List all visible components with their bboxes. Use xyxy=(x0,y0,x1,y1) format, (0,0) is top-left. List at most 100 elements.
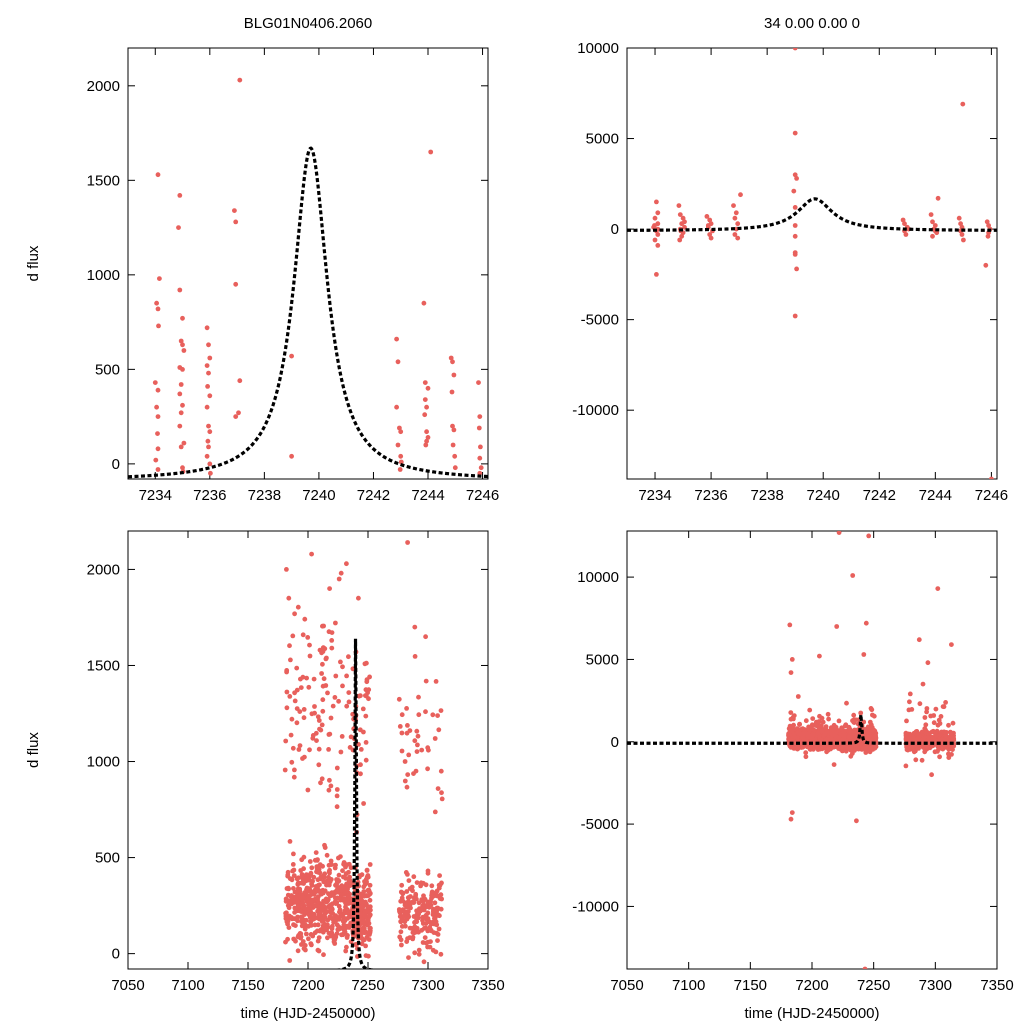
data-point xyxy=(309,883,315,888)
data-point xyxy=(336,698,341,704)
data-point xyxy=(842,744,847,750)
data-point xyxy=(337,909,342,915)
data-point xyxy=(803,718,809,724)
data-point xyxy=(423,678,429,684)
data-point xyxy=(836,531,842,535)
data-point xyxy=(290,862,296,867)
data-point xyxy=(920,736,926,742)
data-point xyxy=(405,540,410,545)
data-point xyxy=(317,862,323,868)
data-point xyxy=(314,738,319,743)
data-point xyxy=(950,720,956,726)
data-point xyxy=(284,689,290,695)
y-tick-label: 2000 xyxy=(87,78,120,95)
data-point xyxy=(432,809,438,815)
data-point xyxy=(340,897,346,902)
data-point xyxy=(326,787,332,793)
data-point xyxy=(430,712,436,718)
data-point xyxy=(419,747,425,753)
data-point xyxy=(295,888,301,894)
model-curve xyxy=(627,197,997,232)
data-point xyxy=(928,212,934,218)
data-point xyxy=(424,904,429,910)
data-point xyxy=(732,215,738,221)
data-point xyxy=(920,681,926,687)
data-point xyxy=(360,706,366,712)
data-point xyxy=(989,476,994,479)
data-point xyxy=(336,878,342,884)
data-point xyxy=(326,904,331,910)
data-point xyxy=(733,210,739,216)
data-point xyxy=(287,694,293,699)
data-point xyxy=(204,363,210,368)
data-point xyxy=(315,897,320,903)
data-point xyxy=(155,467,161,472)
data-point xyxy=(346,869,351,875)
data-point xyxy=(360,929,366,935)
data-point xyxy=(416,900,422,906)
data-point xyxy=(903,232,909,237)
data-point xyxy=(365,917,371,923)
data-point xyxy=(869,725,875,730)
data-point xyxy=(333,620,338,626)
data-point xyxy=(677,237,683,243)
data-point xyxy=(680,215,686,221)
data-point xyxy=(292,767,297,773)
data-point xyxy=(806,734,812,739)
data-point xyxy=(344,703,350,709)
data-point xyxy=(406,955,411,960)
data-point xyxy=(906,736,912,741)
data-point xyxy=(283,738,289,744)
data-point xyxy=(313,850,319,855)
data-point xyxy=(336,887,341,893)
data-point xyxy=(787,622,793,628)
data-point xyxy=(900,217,906,223)
data-point xyxy=(818,737,824,743)
data-point xyxy=(414,908,419,914)
data-point xyxy=(439,790,444,796)
data-point xyxy=(178,338,184,344)
data-point xyxy=(422,935,428,940)
data-point xyxy=(343,876,349,881)
data-point xyxy=(300,939,306,944)
data-point xyxy=(831,728,837,733)
data-point xyxy=(365,873,371,878)
data-point xyxy=(309,711,315,717)
data-point xyxy=(326,891,332,897)
data-point xyxy=(346,654,351,660)
data-point xyxy=(403,870,409,875)
data-point xyxy=(338,570,344,576)
data-point xyxy=(336,926,342,932)
data-point xyxy=(289,759,295,765)
data-point xyxy=(324,852,330,858)
data-point xyxy=(283,939,288,945)
data-point xyxy=(836,746,841,751)
data-point xyxy=(292,611,297,617)
data-point xyxy=(324,655,329,661)
data-point xyxy=(402,778,408,784)
data-point xyxy=(865,724,871,730)
data-point xyxy=(290,633,296,639)
y-tick-label: 1000 xyxy=(87,754,120,771)
data-point xyxy=(287,643,292,649)
data-point xyxy=(870,745,876,750)
data-point xyxy=(207,429,213,435)
x-tick-label: 7244 xyxy=(919,487,952,504)
data-point xyxy=(312,857,318,863)
data-point xyxy=(428,149,434,155)
data-point xyxy=(924,706,930,711)
data-point xyxy=(794,176,799,181)
data-point xyxy=(154,404,160,410)
data-point xyxy=(208,470,213,476)
data-point xyxy=(297,931,303,936)
data-point xyxy=(858,710,864,716)
data-point xyxy=(155,387,161,393)
data-point xyxy=(789,657,795,662)
data-point xyxy=(414,880,420,885)
data-point xyxy=(810,716,816,721)
data-point xyxy=(423,442,429,448)
x-axis-label: time (HJD-2450000) xyxy=(240,1005,375,1022)
data-point xyxy=(429,889,435,895)
data-point xyxy=(414,728,420,734)
data-point xyxy=(406,752,412,758)
